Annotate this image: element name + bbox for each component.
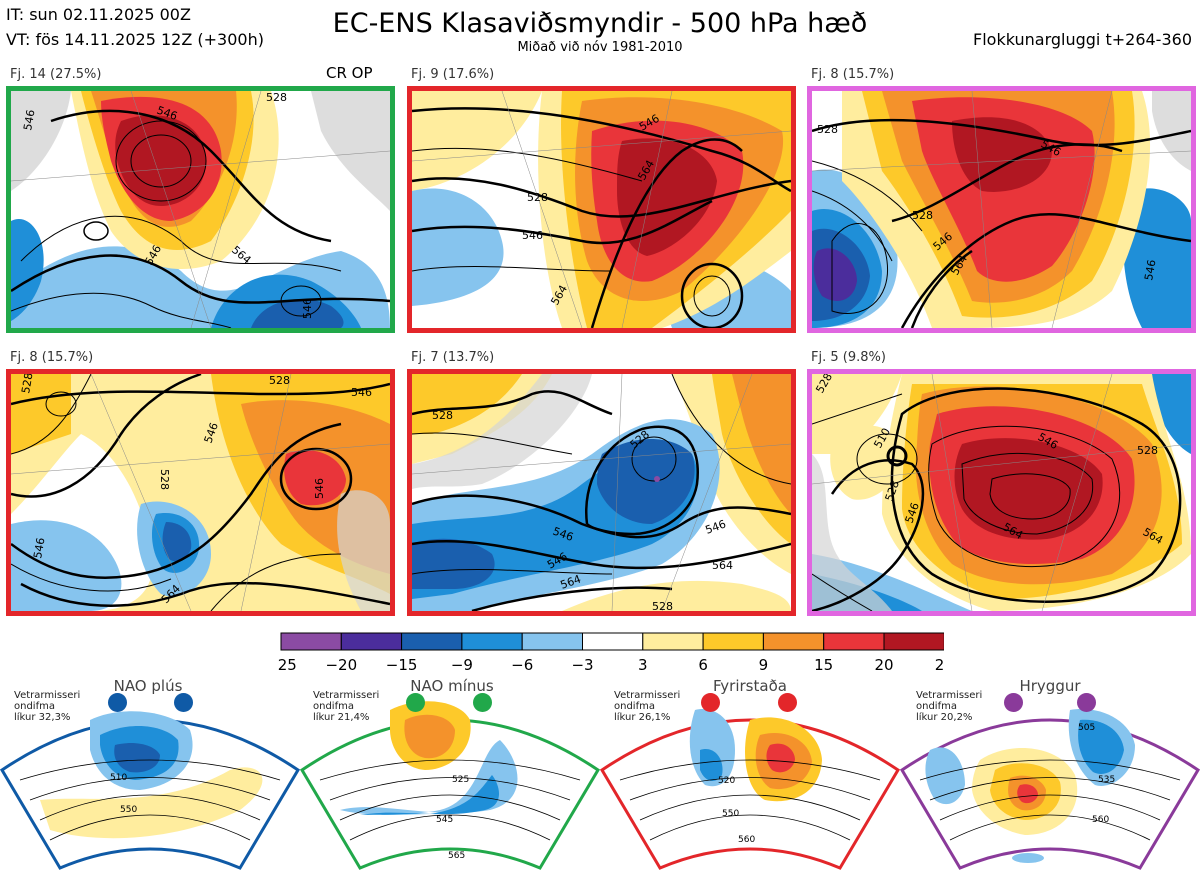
cluster-map-panel-1: 546 528 546 546 564 546 [6,86,395,333]
contour-label: 546 [522,229,543,242]
colorbar-tick-label: −15 [386,656,418,674]
colorbar-cell [461,632,523,651]
panel-label-2: Fj. 9 (17.6%) [411,67,495,82]
contour-label: 528 [19,374,35,395]
regime-contour-label: 545 [436,815,453,825]
contour-label: 528 [527,191,548,204]
regime-map-ridge: 505 535 560 [900,709,1200,870]
colorbar-tick-label: 20 [874,656,893,674]
panel-label-4: Fj. 8 (15.7%) [10,350,94,365]
colorbar-tick-label: −20 [325,656,357,674]
colorbar-tick-label: 3 [638,656,648,674]
regime-contour-label: 560 [1092,815,1109,825]
regime-contour-label: 550 [120,805,137,815]
contour-label: 528 [1137,444,1158,457]
chart-subtitle: Miðað við nóv 1981-2010 [517,40,683,55]
regime-dot [174,693,193,712]
colorbar-cell [642,632,704,651]
panel-label-5: Fj. 7 (13.7%) [411,350,495,365]
regime-note-nao-minus: Vetrarmisseri ondifma líkur 21,4% [313,690,380,723]
regime-contour-label: 525 [452,775,469,785]
contour-label: 528 [912,209,933,222]
classification-window: Flokkunargluggi t+264-360 [973,30,1192,49]
colorbar-tick-label: −9 [451,656,473,674]
regime-dot [108,693,127,712]
colorbar-cell [401,632,463,651]
colorbar-cell [521,632,583,651]
colorbar-cell [762,632,825,651]
contour-label: 528 [158,469,171,490]
colorbar-tick-label: −25 [278,656,297,674]
regime-title-ridge: Hryggur [1019,677,1081,695]
contour-label: 546 [351,386,372,399]
colorbar-tick-label: 25 [935,656,944,674]
regime-dot [778,693,797,712]
regime-contour-label: 565 [448,851,465,861]
colorbar-cell [280,632,342,651]
regime-dot [1004,693,1023,712]
contour-label: 528 [266,91,287,104]
colorbar-tick-label: −3 [571,656,593,674]
contour-label: 546 [301,298,314,319]
colorbar-cell [582,632,644,651]
contour-label: 546 [313,478,326,499]
contour-label: 546 [31,537,47,560]
panel-label-6: Fj. 5 (9.8%) [811,350,886,365]
cluster-map-panel-6: 528 510 528 546 546 564 564 528 [807,369,1196,616]
regime-title-nao-plus: NAO plús [113,677,183,695]
regime-map-nao-plus: 510 550 [0,711,300,870]
cluster-map-panel-5: 528 528 546 546 564 564 546 528 [407,369,796,616]
cr-op-label: CR OP [326,64,373,82]
colorbar-tick-label: 9 [759,656,769,674]
regime-contour-label: 535 [1098,775,1115,785]
colorbar-cell [340,632,403,651]
contour-label: 528 [652,600,673,611]
colorbar-cell [702,632,764,651]
regime-title-nao-minus: NAO mínus [410,677,494,695]
cluster-map-panel-3: 528 546 528 546 564 546 [807,86,1196,333]
chart-title: EC-ENS Klasaviðsmyndir - 500 hPa hæð [332,8,868,39]
regime-map-blocking: 520 550 560 [600,709,900,870]
panel-label-1: Fj. 14 (27.5%) [10,67,102,82]
regime-title-blocking: Fyrirstaða [713,677,787,695]
contour-label: 528 [817,123,838,136]
contour-label: 564 [712,559,733,572]
contour-label: 528 [269,374,290,387]
regime-contour-label: 560 [738,835,755,845]
panel-label-3: Fj. 8 (15.7%) [811,67,895,82]
valid-time: VT: fös 14.11.2025 12Z (+300h) [6,30,264,49]
regime-contour-label: 510 [110,773,127,783]
regime-note-blocking: Vetrarmisseri ondifma líkur 26,1% [614,690,681,723]
regime-dot [473,693,492,712]
contour-label: 546 [1142,259,1158,282]
regime-contour-label: 505 [1078,723,1095,733]
regime-dot [701,693,720,712]
colorbar-tick-label: −6 [511,656,533,674]
colorbar-cell [883,632,944,651]
regime-dot [406,693,425,712]
contour-label: 546 [21,109,37,132]
contour-label: 528 [432,409,453,422]
regime-note-ridge: Vetrarmisseri ondifma líkur 20,2% [916,690,983,723]
regime-contour-label: 520 [718,776,735,786]
regime-note-nao-plus: Vetrarmisseri ondifma líkur 32,3% [14,690,81,723]
regime-contour-label: 550 [722,809,739,819]
issue-time: IT: sun 02.11.2025 00Z [6,5,191,24]
colorbar-cell [823,632,885,651]
colorbar-tick-label: 15 [814,656,833,674]
cluster-map-panel-2: 546 528 546 564 564 [407,86,796,333]
regime-map-nao-minus: 525 545 565 [300,701,600,870]
regime-dot [1077,693,1096,712]
colorbar-tick-label: 6 [698,656,708,674]
colorbar-legend: −25 −20 −15 −9 −6 −3 3 6 9 15 20 25 [278,632,944,674]
cluster-map-panel-4: 528 546 528 546 546 564 528 546 [6,369,395,616]
